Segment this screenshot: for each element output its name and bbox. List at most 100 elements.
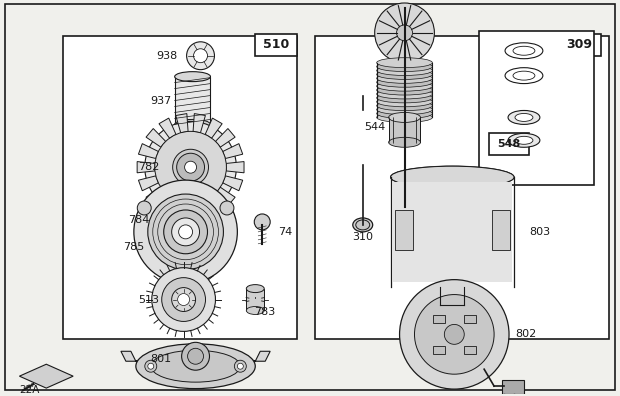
Text: 310: 310 [352, 232, 373, 242]
Bar [433, 315, 445, 323]
Text: 938: 938 [156, 51, 177, 61]
Circle shape [445, 324, 464, 345]
Text: 784: 784 [128, 215, 149, 225]
Bar [479, 31, 593, 185]
Polygon shape [175, 114, 188, 133]
Text: 783: 783 [255, 307, 276, 318]
Ellipse shape [377, 65, 432, 76]
Circle shape [172, 218, 200, 246]
Ellipse shape [246, 285, 264, 293]
Bar [392, 182, 512, 282]
Polygon shape [223, 176, 242, 191]
Bar [559, 34, 601, 56]
Text: 510: 510 [263, 38, 290, 51]
Text: 309: 309 [567, 38, 593, 51]
Text: 22A: 22A [19, 385, 40, 395]
Bar [175, 77, 210, 124]
Ellipse shape [377, 62, 432, 72]
Ellipse shape [515, 136, 533, 144]
Circle shape [397, 25, 412, 41]
Polygon shape [146, 129, 166, 147]
Ellipse shape [377, 112, 432, 122]
Bar [492, 210, 510, 250]
Ellipse shape [175, 72, 210, 82]
Ellipse shape [151, 350, 241, 382]
Circle shape [148, 194, 223, 270]
Bar [246, 289, 264, 310]
Bar [255, 34, 297, 56]
Polygon shape [223, 144, 242, 158]
Polygon shape [121, 348, 270, 361]
Ellipse shape [508, 110, 540, 124]
Bar [433, 346, 445, 354]
Ellipse shape [391, 166, 514, 188]
Polygon shape [226, 162, 244, 173]
Text: 801: 801 [150, 354, 171, 364]
Bar [315, 36, 609, 339]
Circle shape [234, 360, 246, 372]
Bar [394, 210, 412, 250]
Ellipse shape [246, 307, 264, 314]
Circle shape [237, 363, 243, 369]
Ellipse shape [377, 97, 432, 107]
Text: 802: 802 [515, 329, 536, 339]
Ellipse shape [377, 89, 432, 99]
Polygon shape [159, 196, 176, 216]
Bar [464, 315, 476, 323]
Ellipse shape [377, 109, 432, 118]
Circle shape [399, 280, 509, 389]
Ellipse shape [377, 73, 432, 83]
Ellipse shape [356, 220, 370, 230]
Bar [502, 380, 524, 394]
Bar [63, 36, 297, 339]
Circle shape [172, 149, 208, 185]
Circle shape [172, 287, 195, 312]
Polygon shape [138, 176, 158, 191]
Circle shape [185, 161, 197, 173]
Bar [389, 118, 420, 142]
Ellipse shape [377, 85, 432, 95]
Polygon shape [193, 202, 205, 221]
Circle shape [145, 360, 157, 372]
Polygon shape [216, 129, 235, 147]
Text: 74: 74 [278, 227, 293, 237]
Polygon shape [175, 202, 188, 221]
Circle shape [193, 49, 208, 63]
Circle shape [188, 348, 203, 364]
Polygon shape [146, 187, 166, 206]
Circle shape [162, 278, 205, 322]
Ellipse shape [377, 69, 432, 80]
Text: 803: 803 [529, 227, 550, 237]
Ellipse shape [377, 105, 432, 114]
Circle shape [137, 201, 151, 215]
Ellipse shape [389, 137, 420, 147]
Circle shape [155, 131, 226, 203]
Circle shape [145, 122, 236, 213]
Circle shape [152, 268, 216, 331]
Text: 937: 937 [150, 95, 171, 105]
Ellipse shape [391, 166, 514, 188]
Ellipse shape [377, 81, 432, 91]
Circle shape [415, 295, 494, 374]
Text: 513: 513 [138, 295, 159, 305]
Circle shape [179, 273, 193, 287]
Ellipse shape [508, 133, 540, 147]
Ellipse shape [389, 112, 420, 122]
Circle shape [134, 180, 237, 284]
Circle shape [179, 225, 193, 239]
Polygon shape [216, 187, 235, 206]
Circle shape [187, 42, 215, 70]
Polygon shape [159, 118, 176, 138]
Bar [464, 346, 476, 354]
Bar [489, 133, 529, 155]
Ellipse shape [513, 46, 535, 55]
Ellipse shape [377, 101, 432, 110]
Ellipse shape [513, 71, 535, 80]
Ellipse shape [505, 43, 543, 59]
Ellipse shape [175, 120, 210, 129]
Circle shape [254, 214, 270, 230]
Text: 782: 782 [138, 162, 159, 172]
Text: 544: 544 [364, 122, 385, 132]
Polygon shape [138, 144, 158, 158]
Circle shape [164, 210, 208, 254]
